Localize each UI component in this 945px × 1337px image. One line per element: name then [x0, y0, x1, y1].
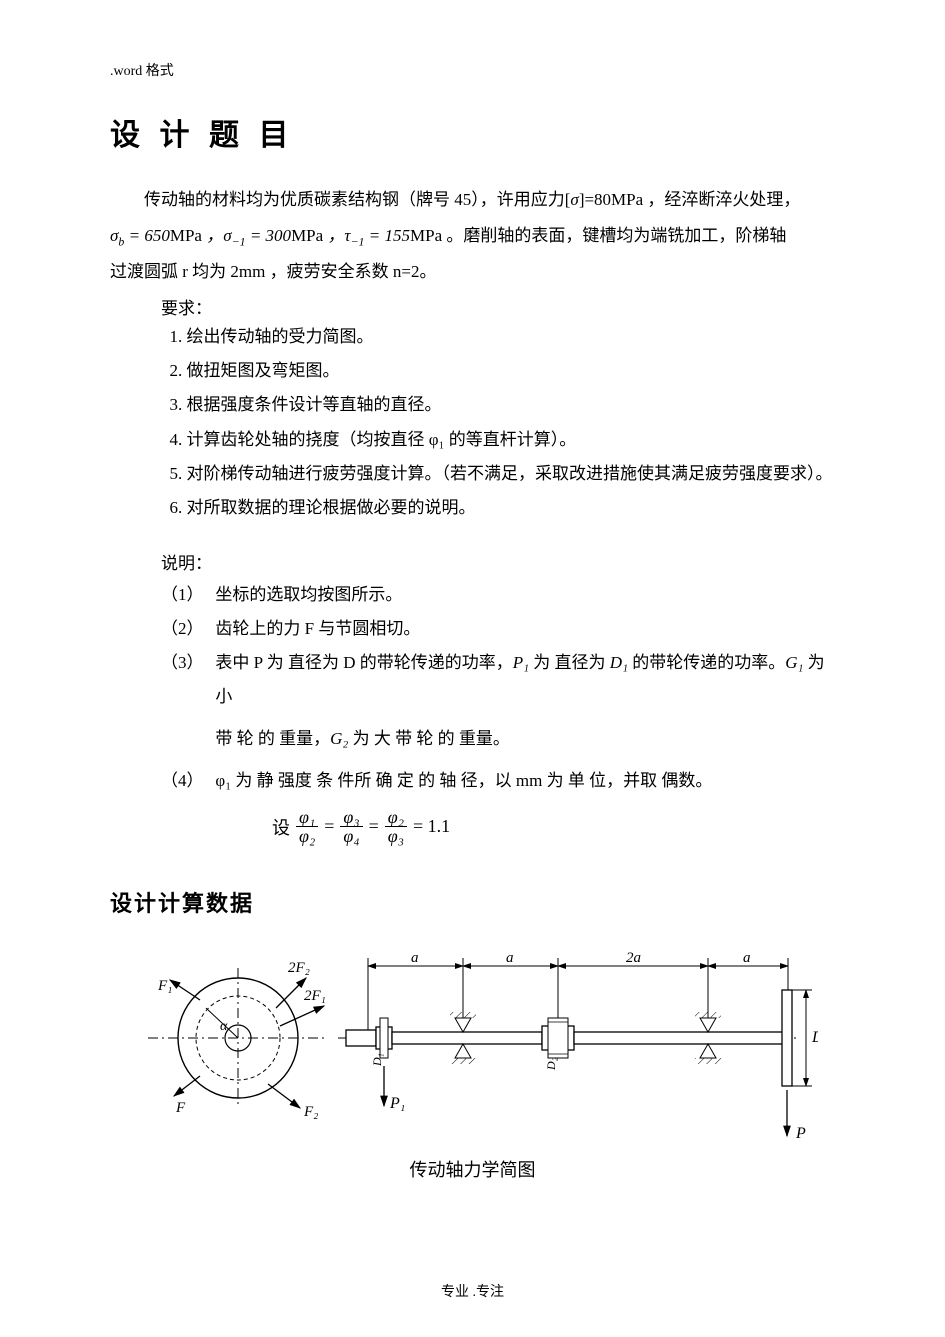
note-3-text: 表中 P 为 直径为 D 的带轮传递的功率，P₁ 为 直径为 D₁ 的带轮传递的…: [215, 646, 835, 714]
document-page: .word 格式 设 计 题 目 传动轴的材料均为优质碳素结构钢（牌号 45），…: [0, 0, 945, 1337]
label-D1: D₁: [370, 1053, 384, 1067]
sym-p1: P₁: [513, 653, 529, 672]
data-subtitle: 设计计算数据: [110, 886, 835, 918]
note-3-sub-a: 带 轮 的 重量，: [215, 729, 330, 748]
shaft-diagram: α F₁ F 2F₂ 2F₁ F₂: [128, 938, 818, 1148]
material-params: σb = 650MPa ，σ−1 = 300MPa ，τ−1 = 155MPa: [110, 226, 442, 245]
note-3: （3） 表中 P 为 直径为 D 的带轮传递的功率，P₁ 为 直径为 D₁ 的带…: [161, 646, 835, 714]
req-item-1: 绘出传动轴的受力简图。: [187, 321, 836, 353]
sigma-symbol: σ: [570, 190, 578, 209]
left-pulley: α F₁ F 2F₂ 2F₁ F₂: [148, 960, 328, 1120]
frac-1-num: φ₁: [296, 808, 318, 828]
frac-2-den: φ₄: [340, 827, 362, 846]
requirements-heading: 要求：: [161, 294, 835, 319]
frac-3-num: φ₂: [385, 808, 407, 828]
intro-1a: 传动轴的材料均为优质碳素结构钢（牌号 45），许用应力[: [144, 190, 570, 209]
note-3c: 的带轮传递的功率。: [628, 653, 785, 672]
note-2: （2） 齿轮上的力 F 与节圆相切。: [161, 612, 835, 646]
req-item-5: 对阶梯传动轴进行疲劳强度计算。（若不满足，采取改进措施使其满足疲劳强度要求）。: [187, 458, 836, 490]
intro-1b: ]=80MPa ，经淬断淬火处理，: [579, 190, 801, 209]
note-4: （4） φ₁ 为 静 强度 条 件所 确 定 的 轴 径，以 mm 为 单 位，…: [161, 764, 835, 798]
requirements-list: 绘出传动轴的受力简图。 做扭矩图及弯矩图。 根据强度条件设计等直轴的直径。 计算…: [187, 321, 836, 525]
note-1: （1） 坐标的选取均按图所示。: [161, 578, 835, 612]
label-F: F: [175, 1100, 186, 1116]
note-4-num: （4）: [161, 764, 215, 798]
note-4-text: φ₁ 为 静 强度 条 件所 确 定 的 轴 径，以 mm 为 单 位，并取 偶…: [215, 764, 835, 798]
intro-line-1: 传动轴的材料均为优质碳素结构钢（牌号 45），许用应力[σ]=80MPa ，经淬…: [110, 182, 835, 218]
note-2-num: （2）: [161, 612, 215, 646]
frac-2: φ₃ φ₄: [340, 808, 362, 847]
note-1-num: （1）: [161, 578, 215, 612]
req-item-6: 对所取数据的理论根据做必要的说明。: [187, 492, 836, 524]
notes-heading: 说明：: [161, 549, 835, 574]
note-3b: 为 直径为: [529, 653, 610, 672]
intro-2-tail: 。磨削轴的表面，键槽均为端铣加工，阶梯轴: [442, 226, 786, 245]
label-F1: F₁: [157, 978, 172, 994]
note-3-num: （3）: [161, 646, 215, 714]
dim-2a: 2a: [626, 950, 641, 966]
dim-a-3: a: [743, 950, 751, 966]
dim-a-1: a: [411, 950, 419, 966]
note-2-text: 齿轮上的力 F 与节圆相切。: [215, 612, 835, 646]
note-3-sub: 带 轮 的 重量，G₂ 为 大 带 轮 的 重量。: [215, 722, 835, 756]
note-1-text: 坐标的选取均按图所示。: [215, 578, 835, 612]
label-2F1: 2F₁: [304, 988, 326, 1004]
note-3a: 表中 P 为 直径为 D 的带轮传递的功率，: [215, 653, 512, 672]
req-item-4: 计算齿轮处轴的挠度（均按直径 φ₁ 的等直杆计算）。: [187, 424, 836, 456]
eq-2: =: [369, 816, 379, 837]
frac-3: φ₂ φ₃: [385, 808, 407, 847]
page-title: 设 计 题 目: [110, 110, 835, 154]
diameter-ratio-formula: 设 φ₁ φ₂ = φ₃ φ₄ = φ₂ φ₃ = 1.1: [272, 808, 835, 847]
label-F2: F₂: [303, 1104, 318, 1120]
frac-1: φ₁ φ₂: [296, 808, 318, 847]
req-item-3: 根据强度条件设计等直轴的直径。: [187, 389, 836, 421]
right-pulley: [782, 990, 792, 1086]
label-2F2: 2F₂: [288, 960, 310, 976]
eq-1: =: [324, 816, 334, 837]
dim-a-2: a: [506, 950, 514, 966]
sym-g1: G₁: [785, 653, 803, 672]
sym-d1: D₁: [610, 653, 628, 672]
label-P1: P₁: [389, 1095, 405, 1112]
note-3-sub-b: 为 大 带 轮 的 重量。: [348, 729, 510, 748]
label-D2: D₂: [544, 1057, 558, 1071]
frac-1-den: φ₂: [296, 827, 318, 846]
label-D: D: [811, 1029, 818, 1046]
page-footer: 专业 .专注: [0, 1281, 945, 1301]
word-format-tag: .word 格式: [110, 60, 835, 80]
sym-g2: G₂: [330, 729, 348, 748]
frac-2-num: φ₃: [340, 808, 362, 828]
frac-3-den: φ₃: [385, 827, 407, 846]
diagram-container: α F₁ F 2F₂ 2F₁ F₂: [110, 938, 835, 1182]
formula-prefix: 设: [272, 814, 290, 840]
label-alpha: α: [220, 1019, 228, 1034]
intro-line-2: σb = 650MPa ，σ−1 = 300MPa ，τ−1 = 155MPa …: [110, 218, 835, 254]
label-P: P: [795, 1125, 806, 1142]
req-item-2: 做扭矩图及弯矩图。: [187, 355, 836, 387]
gear-D2: D₂: [544, 1018, 568, 1071]
dimension-line: [368, 958, 788, 1038]
diagram-caption: 传动轴力学简图: [410, 1156, 536, 1182]
formula-value: = 1.1: [413, 816, 450, 837]
intro-line-3: 过渡圆弧 r 均为 2mm ，疲劳安全系数 n=2。: [110, 254, 835, 290]
